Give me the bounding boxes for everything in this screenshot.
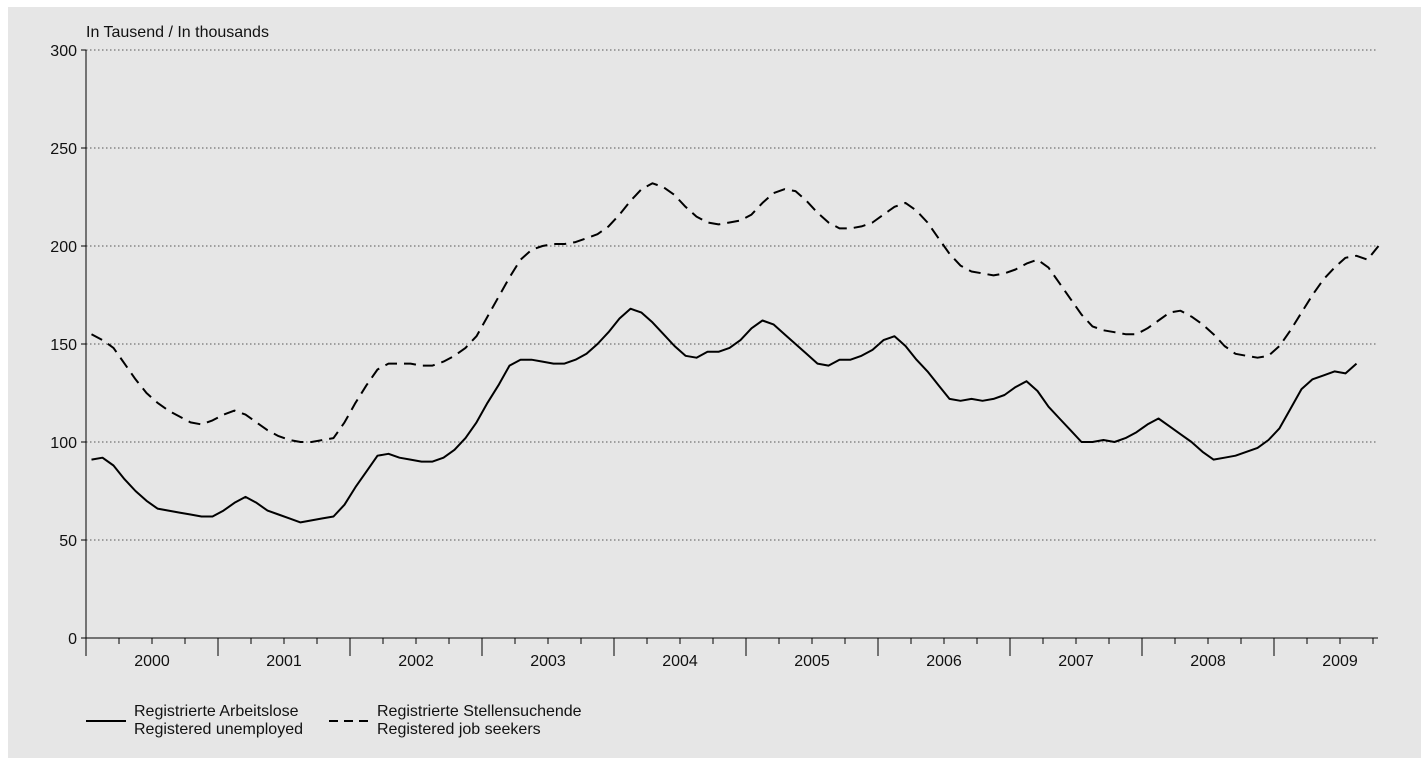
legend-item-unemployed: Registrierte Arbeitslose Registered unem…	[86, 703, 303, 739]
y-tick-label-0: 0	[68, 631, 77, 648]
legend-label-job-seekers-de: Registrierte Stellensuchende	[377, 703, 582, 720]
x-tick-label-2006: 2006	[926, 653, 962, 670]
y-tick-label-250: 250	[50, 141, 77, 158]
series-line-registered-unemployed	[91, 307, 1358, 524]
x-tick-label-2007: 2007	[1058, 653, 1094, 670]
y-tick-label-300: 300	[50, 43, 77, 60]
legend-solid-line-swatch	[86, 720, 126, 722]
legend: Registrierte Arbeitslose Registered unem…	[86, 703, 582, 739]
x-tick-label-2008: 2008	[1190, 653, 1226, 670]
chart-panel	[8, 7, 1421, 758]
x-tick-label-2005: 2005	[794, 653, 830, 670]
legend-label-unemployed-de: Registrierte Arbeitslose	[134, 703, 299, 720]
x-tick-label-2004: 2004	[662, 653, 698, 670]
x-tick-label-2003: 2003	[530, 653, 566, 670]
axes: 0 50 100 150 200 250 300 2000 2001 2002 2003 2004 20…	[50, 43, 1378, 670]
unit-label: In Tausend / In thousands	[86, 24, 269, 41]
y-tick-label-200: 200	[50, 239, 77, 256]
y-tick-label-50: 50	[59, 533, 77, 550]
y-tick-label-100: 100	[50, 435, 77, 452]
x-tick-label-2000: 2000	[134, 653, 170, 670]
x-tick-label-2002: 2002	[398, 653, 434, 670]
series-lines	[91, 182, 1380, 524]
legend-label-unemployed-en: Registered unemployed	[134, 721, 303, 738]
legend-dashed-line-swatch	[329, 720, 369, 722]
series-line-registered-job-seekers	[91, 182, 1380, 443]
legend-label-job-seekers-en: Registered job seekers	[377, 721, 541, 738]
x-tick-label-2001: 2001	[266, 653, 302, 670]
y-tick-label-150: 150	[50, 337, 77, 354]
gridlines	[86, 49, 1378, 541]
legend-item-job-seekers: Registrierte Stellensuchende Registered …	[329, 703, 582, 739]
x-tick-label-2009: 2009	[1322, 653, 1358, 670]
